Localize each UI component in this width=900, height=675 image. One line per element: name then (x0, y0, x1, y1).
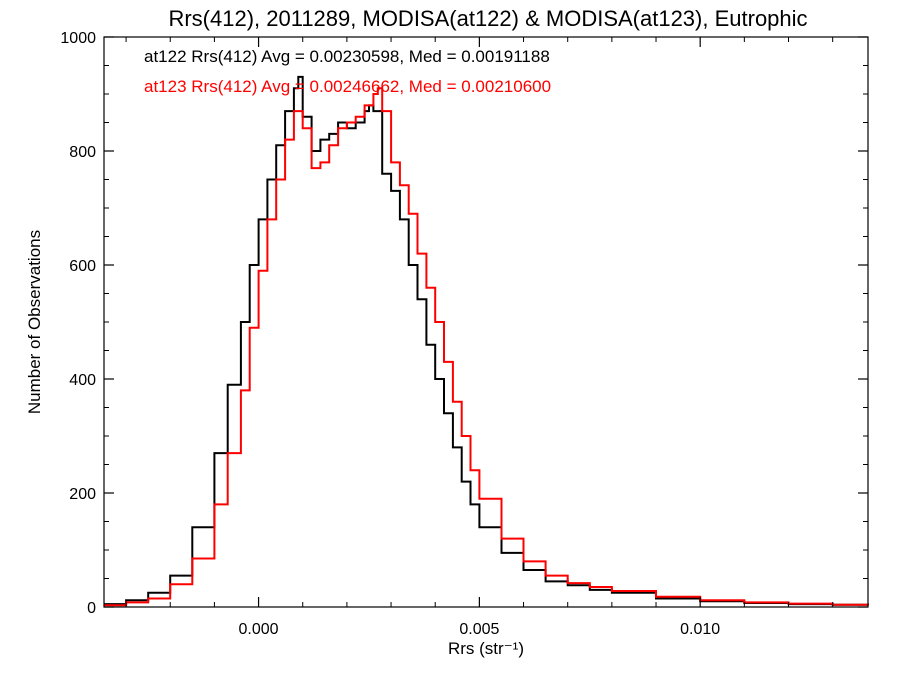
y-tick-label: 0 (87, 600, 96, 617)
x-axis-label: Rrs (str⁻¹) (448, 639, 524, 658)
legend-entry-at122: at122 Rrs(412) Avg = 0.00230598, Med = 0… (144, 47, 550, 66)
x-axis: 0.000 0.005 0.010 (125, 37, 834, 638)
series-layer (104, 75, 869, 607)
legend-entry-at123: at123 Rrs(412) Avg = 0.00246662, Med = 0… (144, 77, 551, 96)
series-line-at123 (104, 87, 869, 607)
y-tick-label: 400 (69, 372, 96, 389)
x-tick-label: 0.000 (239, 621, 279, 638)
x-tick-label: 0.005 (459, 621, 499, 638)
series-line-at122 (104, 75, 869, 606)
y-tick-label: 600 (69, 258, 96, 275)
y-tick-label: 1000 (60, 30, 96, 47)
plot-frame (103, 36, 869, 608)
y-tick-label: 200 (69, 486, 96, 503)
chart-title: Rrs(412), 2011289, MODISA(at122) & MODIS… (168, 6, 807, 31)
x-tick-label: 0.010 (680, 621, 720, 638)
y-axis-label: Number of Observations (25, 230, 44, 414)
y-tick-label: 800 (69, 144, 96, 161)
y-axis: 0 200 400 600 800 1000 (60, 30, 868, 617)
